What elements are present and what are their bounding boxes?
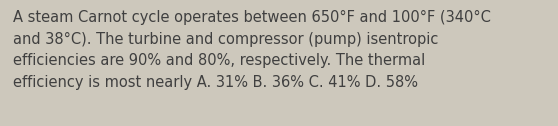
Text: A steam Carnot cycle operates between 650°F and 100°F (340°C
and 38°C). The turb: A steam Carnot cycle operates between 65…	[13, 10, 491, 90]
